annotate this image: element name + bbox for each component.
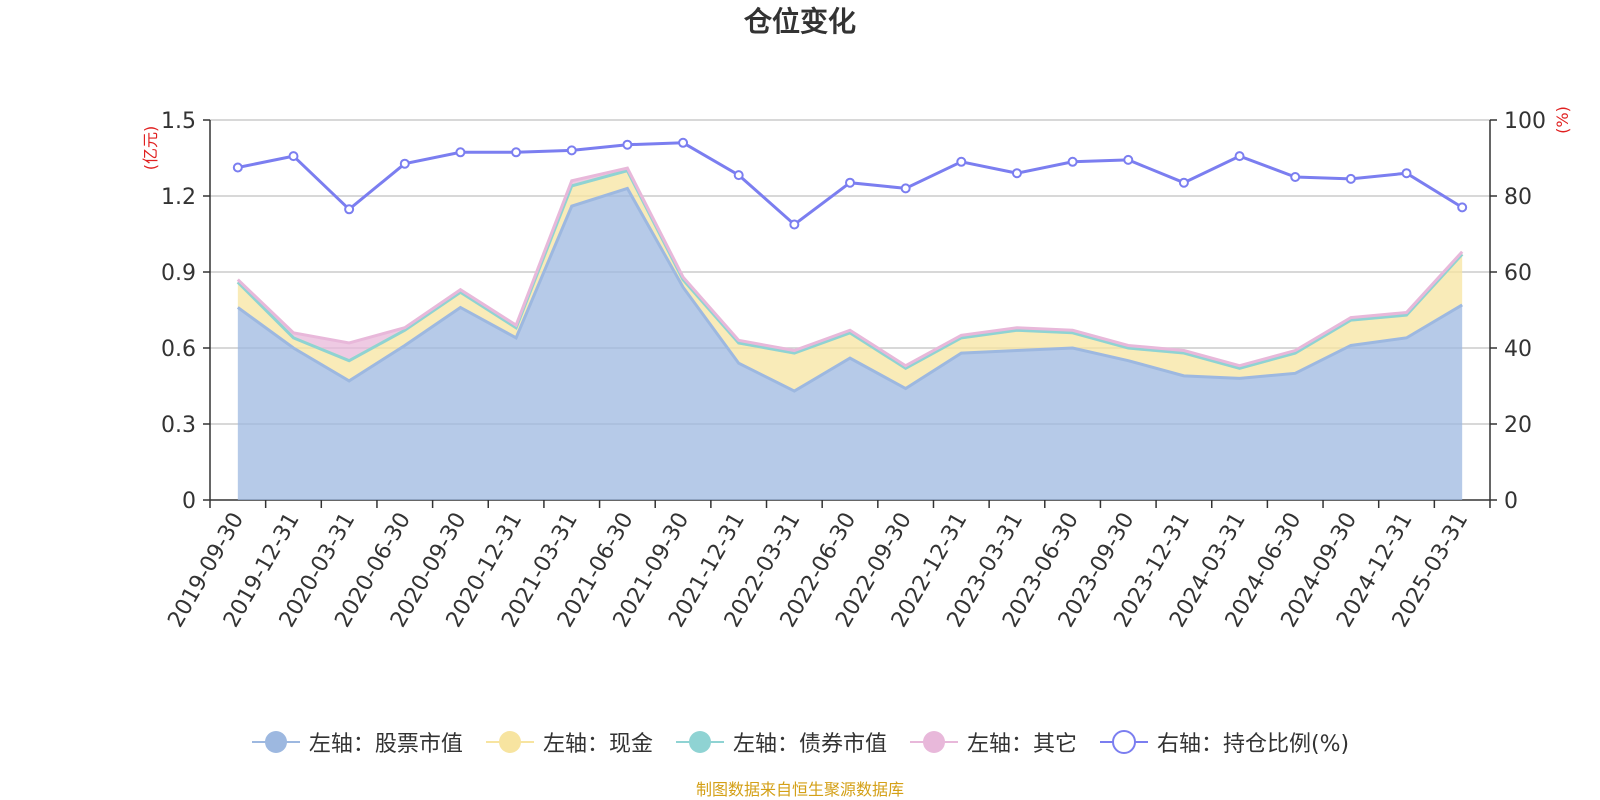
- legend-swatch: [675, 731, 724, 753]
- legend-item[interactable]: 左轴：其它: [909, 726, 1077, 758]
- legend-item[interactable]: 左轴：股票市值: [251, 726, 463, 758]
- series-line-左轴：其它: [236, 166, 1464, 368]
- data-point: [1178, 177, 1189, 188]
- data-point: [1123, 154, 1134, 165]
- data-point: [1345, 173, 1356, 184]
- legend-label: 左轴：债券市值: [732, 732, 887, 757]
- data-point: [900, 183, 911, 194]
- legend-item[interactable]: 右轴：持仓比例(%): [1099, 726, 1349, 758]
- data-point: [1234, 151, 1245, 162]
- left-axis-unit: (亿元): [141, 126, 160, 171]
- data-point: [678, 137, 689, 148]
- legend-item[interactable]: 左轴：债券市值: [675, 726, 887, 758]
- area-左轴：其它: [237, 168, 1463, 369]
- data-point: [344, 204, 355, 215]
- series-line-左轴：债券市值: [236, 168, 1464, 371]
- area-左轴：现金: [237, 170, 1463, 392]
- right-tick-label: 60: [1504, 261, 1532, 286]
- legend-label: 左轴：股票市值: [308, 732, 463, 757]
- data-point: [232, 162, 243, 173]
- data-point: [399, 158, 410, 169]
- data-point: [288, 151, 299, 162]
- data-point: [1290, 172, 1301, 182]
- data-point: [622, 139, 633, 150]
- right-tick-label: 100: [1504, 109, 1546, 134]
- data-point: [845, 177, 855, 188]
- legend-label: 左轴：现金: [542, 732, 653, 757]
- data-point: [511, 147, 522, 158]
- right-axis-unit: (%): [1553, 106, 1572, 134]
- data-point: [956, 156, 967, 167]
- right-tick-label: 0: [1504, 489, 1518, 514]
- source-note: 制图数据来自恒生聚源数据库: [695, 780, 904, 799]
- data-point: [1401, 168, 1412, 179]
- legend-item[interactable]: 左轴：现金: [485, 726, 653, 758]
- data-point: [1067, 156, 1078, 167]
- data-point: [1011, 168, 1022, 179]
- data-point: [566, 145, 577, 156]
- chart-legend: 左轴：股票市值 左轴：现金 左轴：债券市值 左轴：其它 右轴：持仓比例(%): [0, 722, 1600, 762]
- series-line-左轴：股票市值: [236, 186, 1463, 393]
- legend-swatch: [251, 731, 300, 753]
- right-tick-label: 40: [1504, 337, 1532, 362]
- data-point: [1457, 202, 1468, 213]
- legend-swatch: [485, 731, 534, 753]
- left-tick-label: 0: [182, 489, 196, 514]
- left-tick-label: 0.3: [161, 413, 196, 438]
- legend-label: 右轴：持仓比例(%): [1156, 732, 1350, 757]
- chart-plot: 00.30.60.91.21.5020406080100(亿元)(%)2019-…: [141, 106, 1572, 632]
- legend-label: 左轴：其它: [966, 732, 1077, 757]
- right-tick-label: 20: [1504, 413, 1532, 438]
- legend-swatch: [909, 731, 958, 753]
- chart-title: 仓位变化: [743, 5, 856, 38]
- left-tick-label: 0.6: [161, 337, 196, 362]
- right-tick-label: 80: [1504, 185, 1532, 210]
- area-左轴：股票市值: [237, 188, 1463, 500]
- data-point: [455, 147, 466, 158]
- left-tick-label: 1.5: [161, 109, 196, 134]
- data-point: [789, 219, 800, 230]
- left-tick-label: 0.9: [161, 261, 196, 286]
- data-point: [733, 170, 744, 181]
- left-tick-label: 1.2: [161, 185, 196, 210]
- legend-swatch: [1099, 730, 1148, 754]
